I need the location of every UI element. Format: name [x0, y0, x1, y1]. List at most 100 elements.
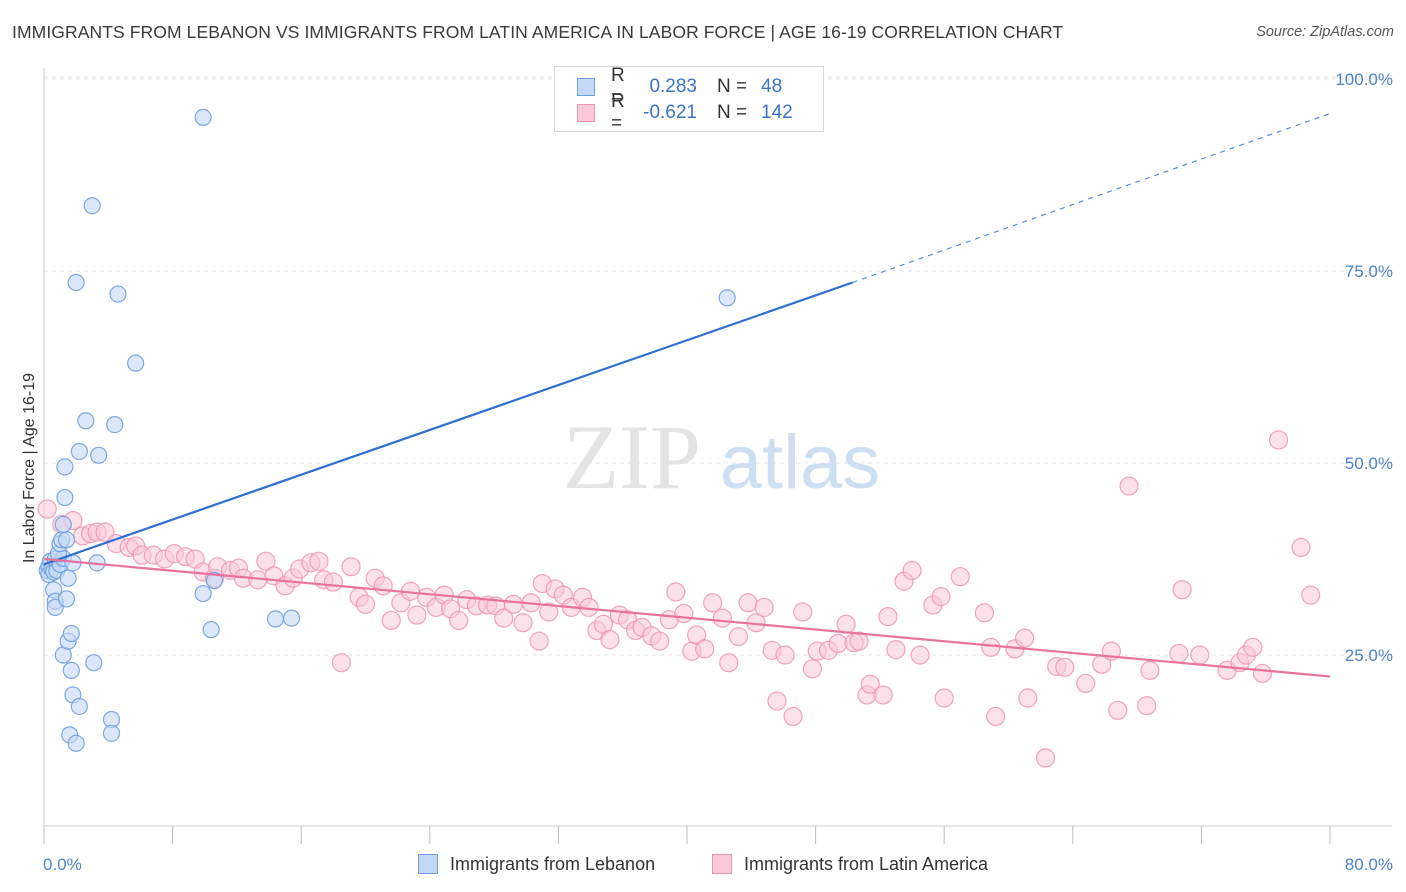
latin-america-point [666, 582, 686, 602]
y-tick-labels: 25.0% 50.0% 75.0% 100.0% [1335, 70, 1393, 665]
latin-america-point [703, 593, 723, 613]
lebanon-point [102, 724, 121, 742]
latin-america-point [1055, 657, 1075, 677]
latin-america-point [331, 653, 351, 673]
latin-america-points [37, 430, 1321, 768]
lebanon-point [62, 624, 80, 643]
latin-america-point [910, 645, 930, 665]
latin-america-point [323, 572, 343, 592]
watermark: ZIP atlas [563, 406, 880, 508]
r-value: 0.283 [649, 76, 697, 97]
latin-america-point [828, 633, 848, 654]
lebanon-point [202, 621, 220, 639]
latin-america-point [1076, 673, 1096, 694]
latin-america-point [873, 685, 893, 705]
latin-america-point [1014, 628, 1035, 648]
latin-america-point [712, 608, 732, 628]
lebanon-swatch [418, 854, 438, 874]
lebanon-point [127, 354, 145, 372]
latin-america-point [767, 691, 787, 711]
latin-america-point [373, 576, 393, 596]
latin-america-point [836, 614, 856, 634]
latin-america-point [860, 674, 880, 694]
latin-america-point [650, 631, 670, 651]
watermark-atlas: atlas [720, 420, 881, 505]
watermark-zip: ZIP [563, 406, 701, 508]
r-value: -0.621 [643, 102, 697, 123]
trend-lines [43, 112, 1331, 678]
latin-america-point [1140, 660, 1160, 680]
x-tick-label: 0.0% [43, 855, 82, 874]
lebanon-point [59, 569, 77, 587]
x-tick-labels: 0.0% 80.0% [43, 855, 1393, 874]
latin-america-point [1172, 580, 1192, 600]
latin-america-point [719, 653, 739, 673]
latin-america-point [494, 608, 514, 628]
latin-america-point [37, 499, 57, 519]
lebanon-swatch [577, 78, 595, 96]
stats-legend: R = 0.283 N = 48 R = -0.621 N = 142 [554, 65, 824, 134]
latin-america-point [775, 645, 795, 665]
latin-america-point [355, 594, 376, 614]
lebanon-point [54, 515, 72, 534]
latin-america-point [539, 602, 559, 622]
latin-america-point [1108, 700, 1128, 720]
n-value: 142 [761, 102, 793, 123]
lebanon-point [62, 661, 80, 679]
latin-america-point [407, 605, 427, 625]
latin-america-point [1243, 637, 1263, 657]
legend-item-lebanon[interactable]: Immigrants from Lebanon [418, 852, 655, 876]
lebanon-point [106, 416, 124, 434]
y-tick-label: 50.0% [1345, 454, 1393, 473]
r-label: R = [611, 91, 625, 134]
latin-america-point [728, 626, 749, 647]
n-value: 48 [761, 76, 783, 97]
latin-america-point [931, 587, 951, 607]
lebanon-point [266, 610, 285, 628]
latin-america-swatch [712, 854, 732, 874]
lebanon-point [194, 108, 212, 127]
latin-america-point [1169, 643, 1189, 664]
latin-america-point [309, 551, 329, 571]
latin-america-point [950, 567, 970, 587]
lebanon-point [67, 734, 85, 752]
axes [43, 68, 1392, 844]
latin-america-point [1119, 476, 1139, 496]
lebanon-point [83, 197, 101, 215]
lebanon-point [282, 609, 301, 627]
x-tick-label: 80.0% [1345, 855, 1393, 874]
latin-america-point [934, 688, 954, 708]
chart-title: IMMIGRANTS FROM LEBANON VS IMMIGRANTS FR… [12, 22, 1064, 42]
lebanon-point [90, 446, 108, 464]
y-tick-label: 75.0% [1345, 262, 1393, 281]
latin-america-point [1190, 645, 1210, 665]
legend-item-latin-america[interactable]: Immigrants from Latin America [712, 852, 988, 876]
latin-america-point [256, 551, 276, 571]
lebanon-trend-line [43, 281, 853, 566]
lebanon-point [205, 571, 223, 590]
latin-america-point [449, 610, 469, 631]
lebanon-point [194, 584, 212, 603]
r-label: R = [611, 65, 625, 108]
lebanon-point [67, 273, 85, 292]
latin-america-point [886, 640, 906, 660]
latin-america-point [1268, 430, 1289, 450]
latin-america-point [878, 606, 898, 627]
latin-america-point [981, 637, 1001, 657]
latin-america-point [381, 610, 401, 631]
n-label: N = [717, 102, 748, 123]
lebanon-point [56, 488, 74, 507]
latin-america-point [754, 597, 774, 617]
lebanon-point [56, 458, 74, 476]
latin-america-point [902, 560, 922, 581]
lebanon-point [77, 412, 95, 430]
latin-america-point [529, 631, 549, 651]
y-axis-label: In Labor Force | Age 16-19 [21, 373, 38, 563]
latin-america-point [1137, 696, 1157, 716]
latin-america-point [793, 602, 813, 622]
latin-america-point [503, 594, 523, 614]
y-tick-label: 25.0% [1345, 646, 1393, 665]
latin-america-point [986, 706, 1006, 727]
latin-america-point [674, 603, 694, 624]
